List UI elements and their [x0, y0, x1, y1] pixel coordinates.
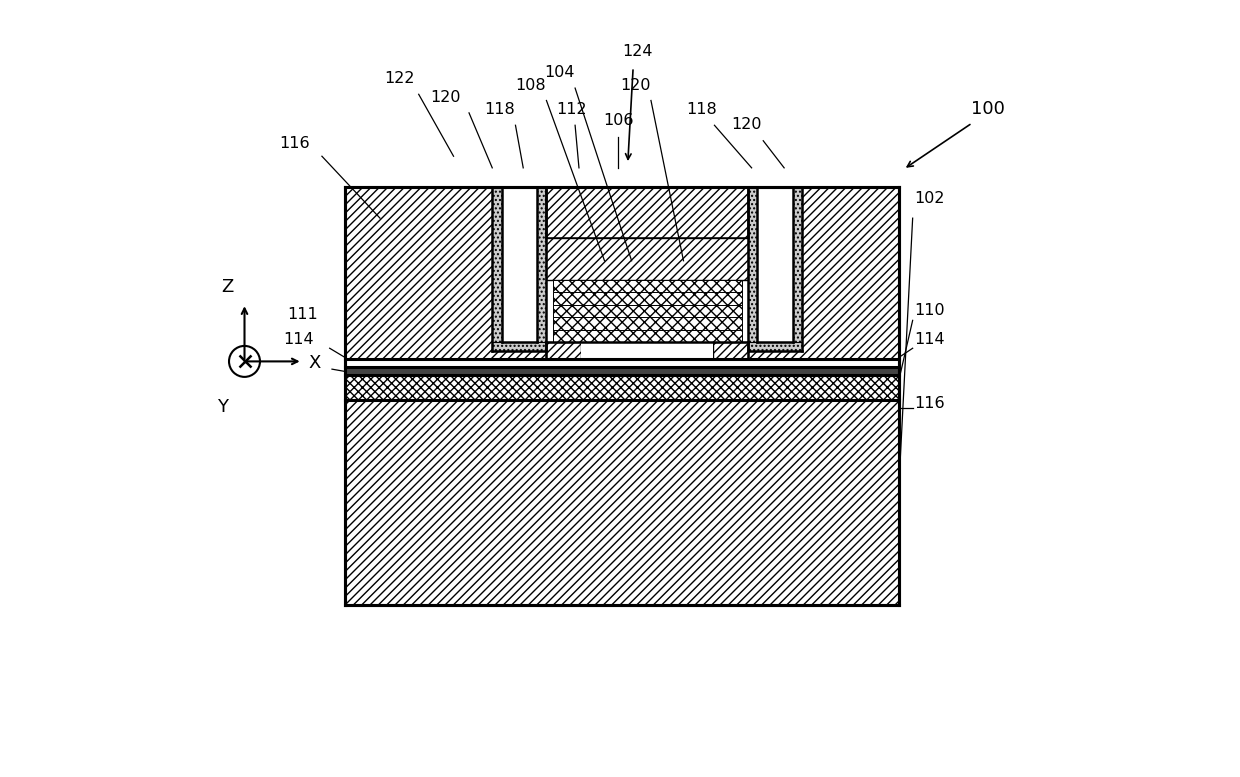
Text: 114: 114	[284, 332, 314, 347]
Text: 112: 112	[557, 102, 588, 117]
Text: 108: 108	[516, 78, 547, 93]
Text: 116: 116	[914, 395, 945, 411]
Text: 110: 110	[914, 303, 945, 318]
Bar	[553, 305, 742, 317]
Text: 104: 104	[544, 65, 575, 80]
Bar	[492, 342, 547, 351]
Bar	[792, 187, 802, 351]
Text: X: X	[308, 354, 320, 371]
Text: 100: 100	[971, 99, 1004, 117]
Bar	[547, 238, 748, 280]
Text: 120: 120	[620, 78, 651, 93]
Bar	[713, 342, 748, 359]
Text: Y: Y	[217, 398, 228, 416]
Text: 120: 120	[430, 90, 461, 105]
Bar	[553, 280, 742, 292]
Bar	[547, 342, 582, 359]
Text: 111: 111	[288, 307, 317, 322]
Bar	[345, 367, 899, 375]
Bar	[345, 375, 899, 400]
Text: Z: Z	[222, 277, 233, 296]
Bar	[345, 187, 899, 359]
Text: 118: 118	[485, 102, 516, 117]
Text: 124: 124	[621, 44, 652, 58]
Bar	[537, 187, 547, 351]
Text: 102: 102	[914, 190, 945, 206]
Text: 120: 120	[730, 117, 761, 132]
Bar	[582, 342, 713, 359]
Bar	[553, 317, 742, 329]
Text: 122: 122	[384, 71, 414, 85]
Bar	[547, 187, 748, 238]
Bar	[553, 329, 742, 342]
Bar	[492, 187, 501, 351]
Bar	[501, 187, 537, 342]
Bar	[547, 187, 748, 359]
Text: 106: 106	[603, 113, 634, 128]
Bar	[748, 187, 758, 351]
Bar	[345, 359, 899, 367]
Bar	[748, 342, 802, 351]
Bar	[553, 292, 742, 305]
Text: 114: 114	[914, 332, 945, 347]
Bar	[758, 187, 792, 342]
Text: 118: 118	[686, 102, 717, 117]
Bar	[345, 187, 899, 605]
Bar	[345, 400, 899, 605]
Text: 116: 116	[279, 137, 310, 152]
